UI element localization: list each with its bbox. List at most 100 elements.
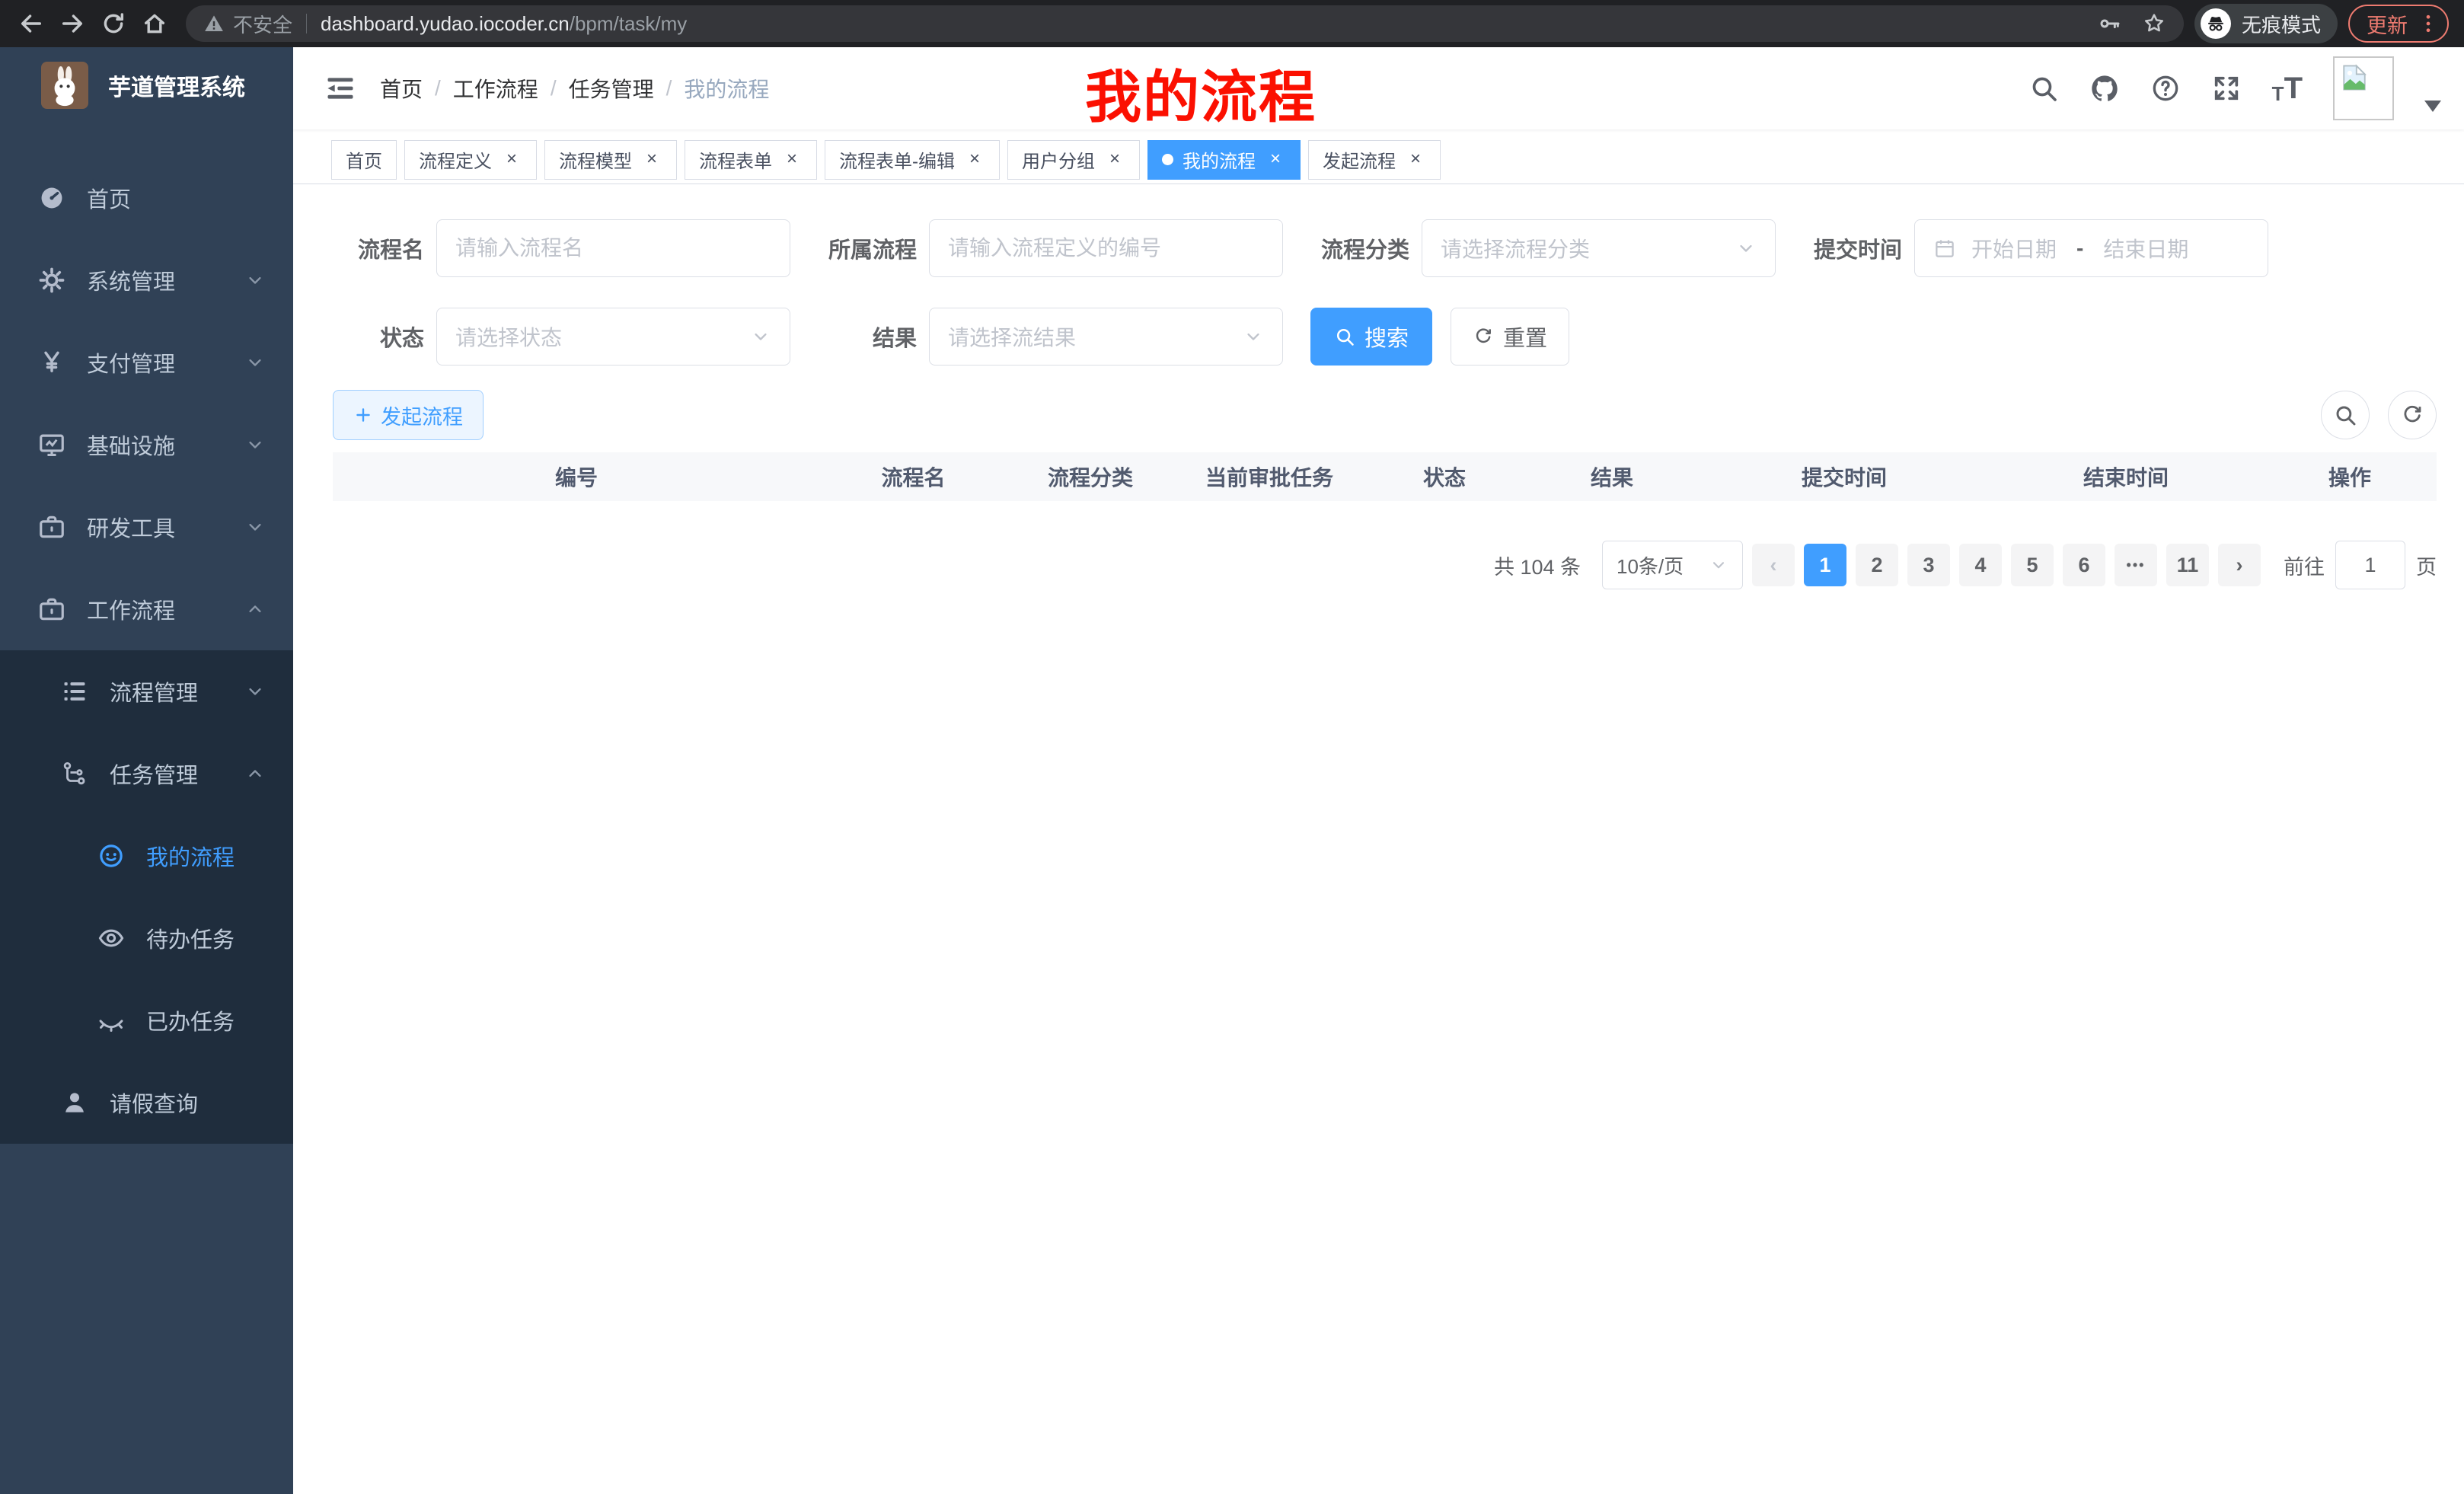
breadcrumb-item[interactable]: 工作流程 [452,78,538,101]
plus-icon [356,408,370,422]
github-icon[interactable] [2089,73,2120,104]
tab-process-def[interactable]: 流程定义 × [404,139,537,180]
incognito-icon [2207,17,2223,31]
kebab-menu-icon[interactable] [2417,12,2440,35]
breadcrumb-item[interactable]: 任务管理 [568,78,654,101]
omnibox-divider [306,14,308,34]
category-select[interactable]: 请选择流程分类 [1422,219,1776,277]
parent-process-input[interactable] [929,219,1283,277]
close-icon[interactable]: × [969,148,980,169]
app-title: 芋道管理系统 [108,75,245,101]
breadcrumb-item[interactable]: 首页 [380,78,423,101]
sidebar-item-label: 研发工具 [87,517,176,541]
close-icon[interactable]: × [506,148,517,169]
sidebar-item-devtools[interactable]: 研发工具 [0,486,293,568]
prev-page-button[interactable]: ‹ [1752,544,1795,586]
tab-process-form[interactable]: 流程表单 × [685,139,817,180]
start-process-button[interactable]: 发起流程 [333,390,484,440]
process-name-input[interactable] [436,219,790,277]
sidebar-item-payment[interactable]: 支付管理 [0,321,293,404]
reload-icon[interactable] [93,11,134,37]
close-icon[interactable]: × [786,148,797,169]
eye-closed-icon [99,1020,123,1032]
star-icon [2144,14,2164,32]
app-logo-row[interactable]: 芋道管理系统 [0,47,293,123]
address-bar[interactable]: 不安全 dashboard.yudao.iocoder.cn/bpm/task/… [186,5,2184,42]
yen-icon [37,348,67,377]
github-icon [2092,75,2118,101]
sidebar-item-system[interactable]: 系统管理 [0,239,293,321]
fullscreen-icon[interactable] [2211,73,2242,104]
chevron-down-icon [244,516,266,538]
page-ellipsis[interactable]: ••• [2115,544,2157,586]
sidebar-item-home[interactable]: 首页 [0,157,293,239]
goto-page-input[interactable] [2335,541,2405,589]
back-icon[interactable] [11,11,52,37]
page-button-1[interactable]: 1 [1804,544,1846,586]
sidebar-item-label: 支付管理 [87,353,176,377]
parent-process-label: 所属流程 [828,238,917,263]
forward-icon[interactable] [52,11,93,37]
tab-user-group[interactable]: 用户分组 × [1007,139,1140,180]
avatar[interactable] [2333,56,2394,120]
tab-home[interactable]: 首页 [331,139,397,180]
column-header: 提交时间 [1700,452,1989,501]
chevron-down-icon [249,359,261,366]
tab-label: 首页 [346,152,382,172]
home-icon[interactable] [134,11,175,37]
security-chip[interactable]: 不安全 [203,10,292,38]
sidebar-item-my-process[interactable]: 我的流程 [0,815,293,897]
search-icon[interactable] [2028,73,2059,104]
result-select[interactable]: 请选择流结果 [929,308,1283,366]
sidebar-toggle-icon[interactable] [324,72,357,105]
page-button-3[interactable]: 3 [1907,544,1950,586]
url-text[interactable]: dashboard.yudao.iocoder.cn/bpm/task/my [321,11,688,35]
tab-start-process[interactable]: 发起流程 × [1308,139,1441,180]
close-icon[interactable]: × [1409,148,1421,169]
eye-icon [96,924,126,953]
page-button-11[interactable]: 11 [2166,544,2209,586]
sidebar-item-process-mgmt[interactable]: 流程管理 [0,650,293,733]
total-count: 共 104 条 [1493,555,1581,579]
sidebar-item-label: 系统管理 [87,270,176,295]
tab-process-form-edit[interactable]: 流程表单-编辑 × [825,139,1000,180]
help-icon[interactable] [2150,73,2181,104]
close-icon[interactable]: × [1109,148,1120,169]
key-icon[interactable] [2097,11,2121,36]
category-label: 流程分类 [1320,238,1409,263]
refresh-table-button[interactable] [2388,391,2437,439]
show-search-button[interactable] [2321,391,2370,439]
browser-toolbar: 不安全 dashboard.yudao.iocoder.cn/bpm/task/… [0,0,2464,47]
yen-icon [44,351,59,372]
sidebar-item-task-mgmt[interactable]: 任务管理 [0,733,293,815]
star-icon[interactable] [2141,11,2167,37]
eye-icon [98,929,124,947]
tab-process-model[interactable]: 流程模型 × [544,139,677,180]
close-icon[interactable]: × [646,148,657,169]
sidebar-item-workflow[interactable]: 工作流程 [0,568,293,650]
avatar-caret-down-icon[interactable] [2424,100,2441,112]
page-button-2[interactable]: 2 [1856,544,1898,586]
page-size-select[interactable]: 10条/页 [1602,541,1743,589]
search-button[interactable]: 搜索 [1310,308,1433,366]
status-select[interactable]: 请选择状态 [436,308,790,366]
process-table: 编号 流程名 流程分类 当前审批任务 状态 结果 提交时间 结束时间 操作 [333,452,2437,501]
sidebar-item-infra[interactable]: 基础设施 [0,404,293,486]
sidebar-item-leave-query[interactable]: 请假查询 [0,1061,293,1144]
tab-my-process[interactable]: 我的流程 × [1147,139,1301,180]
page-button-6[interactable]: 6 [2063,544,2105,586]
submit-time-range-picker[interactable]: 开始日期 - 结束日期 [1914,219,2268,277]
chrome-update-button[interactable]: 更新 [2348,5,2449,43]
close-icon[interactable]: × [1269,148,1281,169]
page-button-5[interactable]: 5 [2011,544,2054,586]
page-button-4[interactable]: 4 [1959,544,2002,586]
sidebar-item-done-task[interactable]: 已办任务 [0,979,293,1061]
reset-button[interactable]: 重置 [1451,308,1570,366]
help-icon [2153,75,2178,101]
kebab-menu-icon [2426,14,2430,33]
refresh-icon [1476,328,1491,343]
next-page-button[interactable]: › [2218,544,2261,586]
sidebar-item-todo-task[interactable]: 待办任务 [0,897,293,979]
